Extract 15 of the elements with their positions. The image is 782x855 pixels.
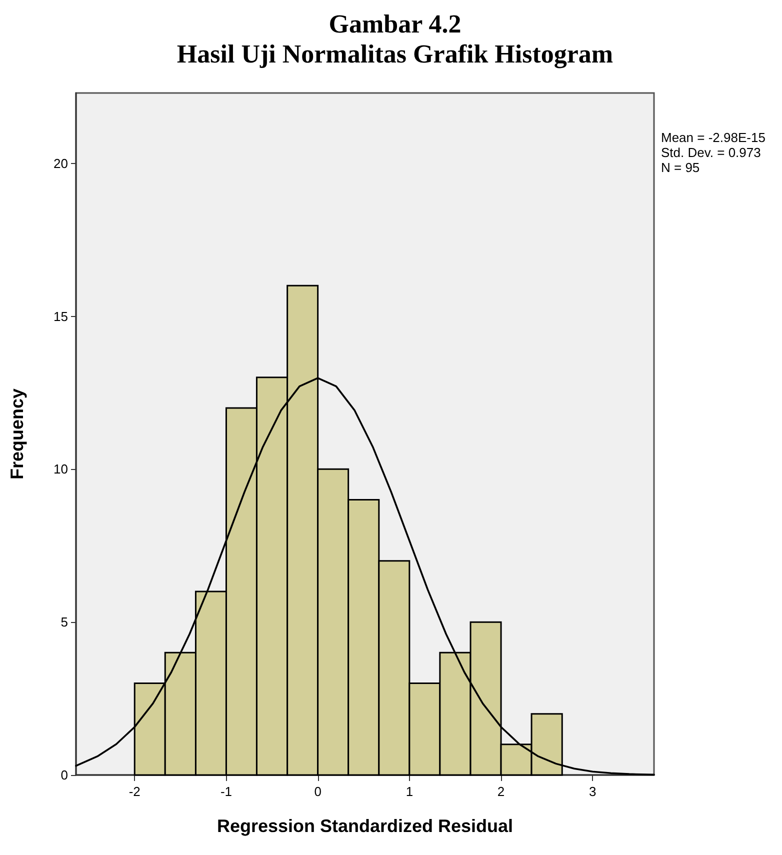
x-tick-label: 0 [314,784,322,799]
y-tick-label: 0 [60,768,68,782]
chart-title: Gambar 4.2 Hasil Uji Normalitas Grafik Histogram [176,10,614,68]
y-axis-title: Frequency [7,388,27,480]
y-tick-label: 10 [54,462,68,477]
x-axis-title: Regression Standardized Residual [216,816,514,836]
text: Mean = -2.98E-15 Std. Dev. = 0.973 N = 95 [661,130,766,175]
x-tick-label: 1 [406,784,414,799]
x-tick-label: 2 [497,784,505,799]
y-tick-label: 20 [54,156,68,171]
x-tick-label: -1 [220,784,232,799]
y-tick-label: 15 [54,308,68,324]
x-tick-label: 3 [589,784,596,799]
x-tick-label: -2 [128,784,140,799]
y-tick-label: 5 [60,614,68,630]
